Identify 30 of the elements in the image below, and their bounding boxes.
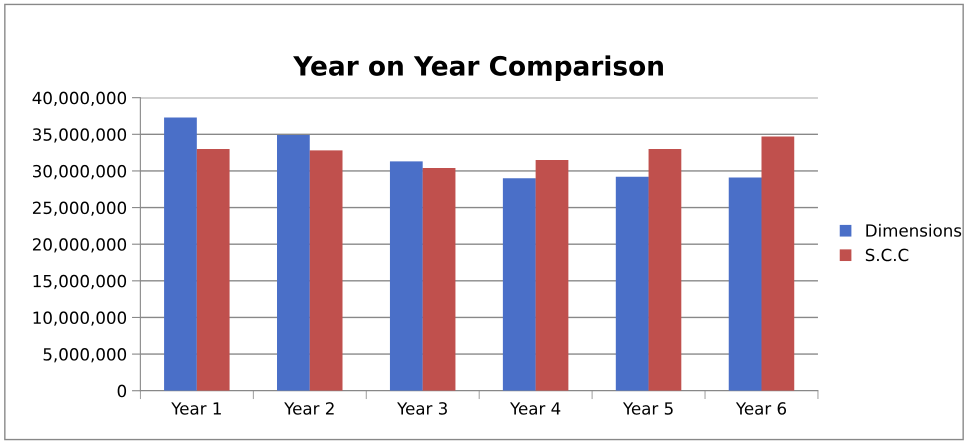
bar (536, 160, 568, 391)
bar (502, 178, 536, 391)
y-tick-label: 15,000,000 (34, 274, 126, 290)
x-tick-label: Year 3 (397, 402, 447, 415)
bar (196, 148, 230, 391)
bar (761, 136, 794, 391)
x-tick-label: Year 6 (736, 402, 786, 415)
bar (616, 176, 649, 391)
y-tick-label: 20,000,000 (32, 238, 126, 252)
bar (164, 117, 197, 391)
y-tick-label: 10,000,000 (34, 311, 126, 326)
bar (648, 148, 682, 391)
y-tick-label: 25,000,000 (32, 202, 126, 216)
x-tick-label: Year 1 (171, 402, 221, 415)
x-tick-label: Year 5 (622, 402, 673, 415)
bar (728, 178, 762, 391)
y-tick-label: 40,000,000 (32, 92, 126, 106)
y-tick-label: 0 (118, 384, 126, 398)
x-tick-label: Year 2 (284, 402, 334, 415)
y-tick-label: 35,000,000 (33, 128, 126, 143)
y-tick-label: 5,000,000 (44, 348, 126, 362)
bar (422, 168, 456, 391)
bar (310, 150, 343, 391)
y-tick-label: 30,000,000 (33, 164, 126, 180)
x-tick-label: Year 4 (510, 402, 560, 415)
legend-label: Dimensions (866, 224, 962, 237)
chart-title: Year on Year Comparison (293, 55, 663, 81)
bar (390, 161, 423, 391)
legend-label: S.C.C (866, 248, 908, 262)
bar (277, 135, 310, 391)
